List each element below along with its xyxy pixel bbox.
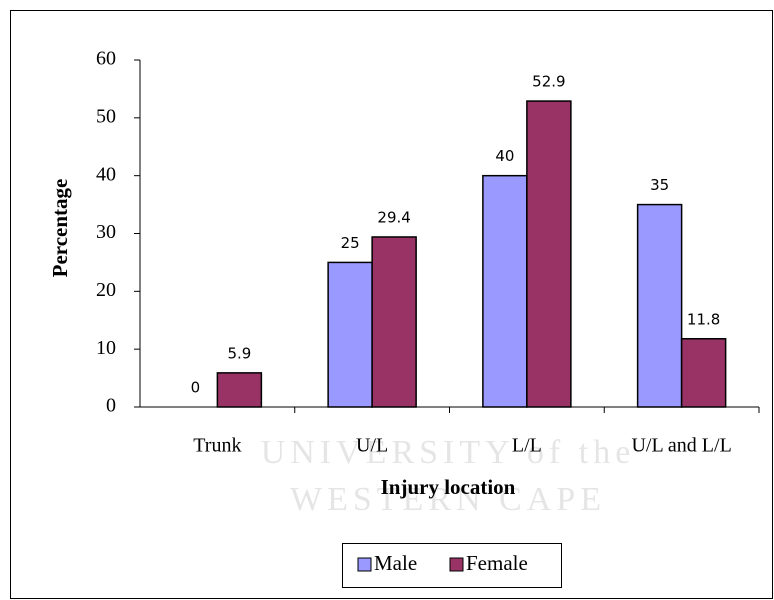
y-tick-label: 50 — [96, 105, 116, 127]
legend-swatch — [449, 557, 464, 572]
x-tick-label: L/L — [512, 435, 542, 457]
watermark-text: UNIVERSITY of the — [261, 434, 636, 471]
y-tick-label: 30 — [96, 221, 116, 243]
value-label: 40 — [495, 147, 514, 165]
value-label: 5.9 — [227, 344, 251, 362]
x-tick-label: Trunk — [193, 435, 241, 457]
bar — [636, 203, 683, 408]
y-tick-label: 20 — [96, 279, 116, 301]
x-axis-title: Injury location — [381, 475, 516, 499]
y-tick-label: 60 — [96, 48, 116, 70]
x-tick-label: U/L and L/L — [631, 435, 731, 457]
value-label: 0 — [191, 379, 201, 397]
value-label: 35 — [650, 176, 669, 194]
bar — [526, 100, 572, 408]
y-tick-label: 40 — [96, 163, 116, 185]
y-tick-label: 0 — [106, 395, 116, 417]
x-tick-label: U/L — [356, 435, 388, 457]
value-label: 11.8 — [687, 310, 720, 328]
y-axis-title: Percentage — [48, 179, 72, 278]
watermark-text: WESTERN CAPE — [290, 481, 606, 518]
bar — [680, 338, 727, 408]
value-label: 29.4 — [377, 208, 410, 226]
bar — [482, 174, 528, 408]
value-label: 25 — [341, 234, 360, 252]
bar — [216, 372, 263, 408]
watermark: UNIVERSITY of the WESTERN CAPE — [261, 434, 636, 518]
bar — [327, 261, 373, 408]
y-tick-label: 10 — [96, 337, 116, 359]
legend-swatch — [357, 557, 372, 572]
value-label: 52.9 — [532, 73, 565, 91]
bar — [371, 236, 417, 408]
legend-label: Male — [374, 551, 417, 575]
legend-label: Female — [466, 551, 528, 575]
